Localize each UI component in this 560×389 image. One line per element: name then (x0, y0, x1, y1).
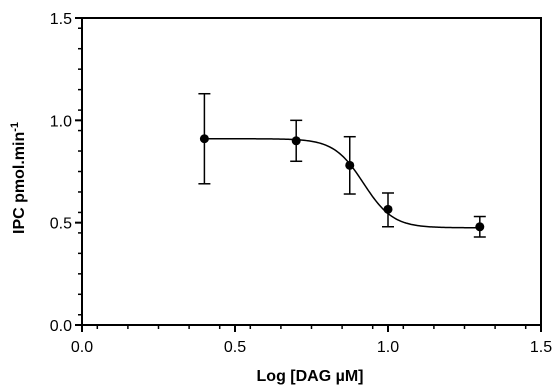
plot-frame (81, 17, 542, 326)
fit-curve (204, 138, 480, 229)
data-point (291, 136, 301, 146)
y-tick-label: 0.5 (50, 216, 72, 233)
x-tick-label: 1.5 (530, 339, 552, 356)
data-point (345, 160, 355, 170)
x-tick-label: 0.5 (224, 339, 246, 356)
data-point (475, 222, 485, 232)
data-point (383, 204, 393, 214)
y-axis-title: IPC pmol.min-1 (9, 122, 28, 234)
y-axis-title-main: IPC pmol.min (11, 132, 28, 234)
y-tick-label: 1.5 (50, 11, 72, 28)
x-tick-label: 0.0 (71, 339, 93, 356)
x-axis-title: Log [DAG µM] (257, 368, 364, 385)
y-axis-title-superscript: -1 (9, 122, 21, 132)
svg-text:IPC pmol.min-1: IPC pmol.min-1 (9, 122, 28, 234)
data-point (199, 134, 209, 144)
x-tick-label: 1.0 (377, 339, 399, 356)
y-tick-label: 0.0 (50, 318, 72, 335)
y-tick-label: 1.0 (50, 113, 72, 130)
